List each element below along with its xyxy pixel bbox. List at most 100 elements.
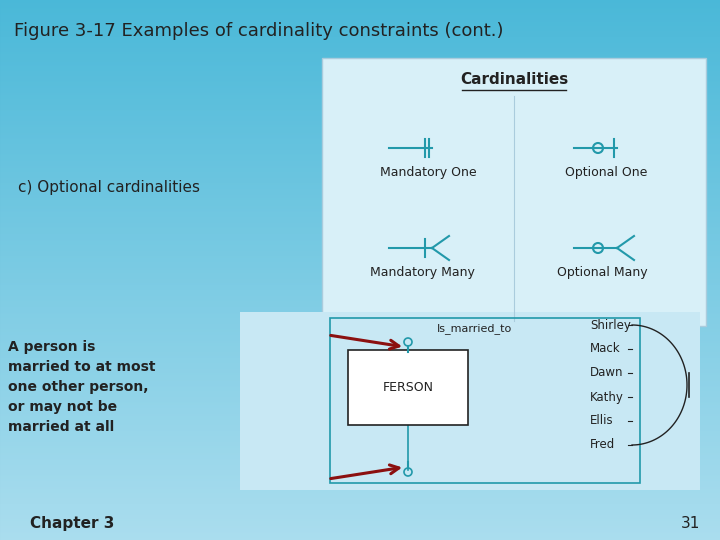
Bar [0,405,720,406]
Bar [0,411,720,412]
Bar [0,217,720,218]
Bar [0,236,720,237]
Bar [0,33,720,34]
Bar [0,530,720,531]
Bar [0,244,720,245]
Bar [0,440,720,441]
Bar [0,469,720,470]
Bar [0,510,720,511]
Bar [0,129,720,130]
Bar [0,45,720,46]
Bar [0,88,720,89]
Bar [0,318,720,319]
Bar [0,512,720,513]
Bar [0,444,720,445]
Bar [0,389,720,390]
Bar [0,25,720,26]
Bar [0,443,720,444]
Bar [0,406,720,407]
Bar [0,328,720,329]
Bar [0,410,720,411]
Bar [0,311,720,312]
Bar [0,138,720,139]
Bar [0,408,720,409]
Bar [0,99,720,100]
Bar [0,100,720,101]
Bar [0,24,720,25]
Text: c) Optional cardinalities: c) Optional cardinalities [18,180,200,195]
Bar [0,196,720,197]
Bar [0,464,720,465]
Bar [0,395,720,396]
Bar [0,323,720,324]
Bar [0,123,720,124]
Bar [0,319,720,320]
Bar [0,483,720,484]
Bar [0,225,720,226]
Bar [0,474,720,475]
Bar [0,298,720,299]
Bar [0,435,720,436]
Bar [0,43,720,44]
Bar [0,516,720,517]
Bar [0,398,720,399]
Text: married to at most: married to at most [8,360,156,374]
Bar [0,340,720,341]
Bar [0,446,720,447]
Bar [0,134,720,135]
Text: or may not be: or may not be [8,400,117,414]
Bar [0,67,720,68]
Bar [0,190,720,191]
Bar [0,458,720,459]
Text: Mandatory Many: Mandatory Many [370,266,475,279]
Bar [0,173,720,174]
Bar [0,178,720,179]
Bar [0,427,720,428]
Bar [0,273,720,274]
Bar [0,231,720,232]
Bar [0,22,720,23]
Bar [0,484,720,485]
Bar [0,496,720,497]
Text: FERSON: FERSON [382,381,433,394]
Bar [0,142,720,143]
Bar [0,92,720,93]
Bar [0,387,720,388]
Bar [0,47,720,48]
Bar [0,11,720,12]
Bar [0,290,720,291]
Bar [0,341,720,342]
Bar [0,537,720,538]
Text: married at all: married at all [8,420,114,434]
Bar [0,202,720,203]
Bar [0,91,720,92]
Bar [0,239,720,240]
Bar [0,50,720,51]
Bar [0,371,720,372]
Bar [0,55,720,56]
Bar [0,0,720,1]
Bar [0,228,720,229]
Bar [0,71,720,72]
Bar [0,175,720,176]
Bar [0,286,720,287]
Bar [0,367,720,368]
Bar [0,181,720,182]
Bar [0,308,720,309]
Bar [0,513,720,514]
Bar [0,514,720,515]
Bar [0,213,720,214]
Bar [0,374,720,375]
Bar [0,349,720,350]
Bar [0,404,720,405]
Text: Dawn: Dawn [590,367,624,380]
Bar [0,36,720,37]
Bar [0,66,720,67]
Bar [0,300,720,301]
Bar [0,132,720,133]
Bar [0,473,720,474]
Bar [0,432,720,433]
Bar [0,520,720,521]
Bar [0,448,720,449]
Bar [0,82,720,83]
